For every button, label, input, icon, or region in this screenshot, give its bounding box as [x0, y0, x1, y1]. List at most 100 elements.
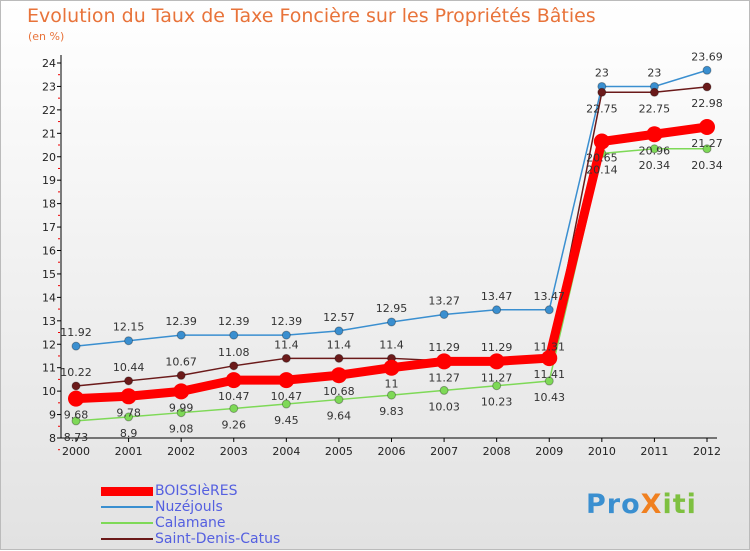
data-label: 21.27: [691, 137, 723, 150]
data-point: [281, 353, 291, 363]
data-label: 9.45: [274, 414, 299, 427]
y-tick-label: 10: [42, 385, 56, 398]
data-point: [492, 305, 502, 315]
data-label: 11.29: [428, 341, 460, 354]
x-tick-label: 2003: [220, 445, 248, 458]
y-tick-label: 12: [42, 338, 56, 351]
data-label: 20.34: [691, 159, 723, 172]
y-tick-label: 15: [42, 268, 56, 281]
data-point: [330, 367, 347, 384]
data-point: [387, 317, 396, 327]
data-point: [593, 133, 610, 150]
data-label: 11.29: [481, 341, 513, 354]
y-tick-label: 9: [49, 409, 56, 422]
legend-label: Saint-Denis-Catus: [155, 531, 281, 547]
data-point: [492, 381, 502, 391]
data-label: 12.39: [218, 315, 250, 328]
data-label: 11.27: [481, 371, 513, 384]
data-point: [597, 87, 607, 97]
data-label: 12.95: [376, 302, 408, 315]
x-tick-label: 2007: [430, 445, 458, 458]
data-label: 10.44: [113, 361, 145, 374]
data-point: [176, 408, 186, 418]
data-point: [649, 144, 659, 154]
data-label: 23.69: [691, 50, 723, 63]
y-tick-label: 13: [42, 315, 56, 328]
x-tick-label: 2000: [62, 445, 90, 458]
x-tick-label: 2002: [167, 445, 195, 458]
data-point: [702, 82, 712, 92]
data-label: 9.64: [327, 410, 352, 423]
y-tick-label: 8: [49, 432, 56, 445]
y-tick-label: 24: [42, 57, 56, 70]
data-label: 9.99: [169, 401, 194, 414]
data-label: 23: [595, 66, 609, 79]
data-label: 8.73: [64, 431, 89, 444]
data-point: [699, 118, 715, 135]
data-label: 9.26: [222, 418, 247, 431]
y-tick-label: 20: [42, 151, 56, 164]
data-point: [71, 341, 81, 351]
data-point: [387, 390, 396, 400]
y-tick-label: 19: [42, 174, 56, 187]
data-label: 11.4: [379, 338, 404, 351]
data-label: 10.23: [481, 396, 513, 409]
data-label: 10.47: [271, 390, 303, 403]
y-tick-label: 21: [42, 127, 56, 140]
data-point: [544, 305, 554, 315]
data-point: [541, 350, 558, 367]
legend-item: Saint-Denis-Catus: [101, 531, 280, 547]
data-point: [649, 87, 659, 97]
data-label: 11.27: [428, 371, 460, 384]
legend-item: Nuzéjouls: [101, 499, 280, 515]
x-tick-label: 2009: [535, 445, 563, 458]
data-point: [176, 330, 186, 340]
data-label: 10.68: [323, 385, 355, 398]
data-point: [439, 385, 449, 395]
data-label: 11: [385, 378, 399, 391]
data-label: 9.78: [116, 406, 141, 419]
data-label: 13.47: [534, 290, 566, 303]
data-point: [702, 65, 712, 75]
legend-swatch: [101, 538, 153, 540]
legend-swatch: [101, 522, 153, 524]
y-tick-label: 14: [42, 291, 56, 304]
y-tick-label: 17: [42, 221, 56, 234]
legend-label: Calamane: [155, 515, 226, 531]
data-label: 10.47: [218, 390, 250, 403]
x-tick-label: 2008: [483, 445, 511, 458]
legend-label: Nuzéjouls: [155, 499, 223, 515]
x-tick-label: 2012: [693, 445, 721, 458]
data-label: 11.31: [534, 340, 566, 353]
data-label: 13.47: [481, 290, 513, 303]
y-tick-label: 23: [42, 80, 56, 93]
legend-swatch: [101, 486, 153, 496]
data-label: 11.4: [327, 338, 352, 351]
data-point: [229, 361, 239, 371]
data-label: 23: [647, 66, 661, 79]
y-tick-label: 16: [42, 245, 56, 258]
data-label: 22.75: [586, 102, 618, 115]
data-label: 20.14: [586, 163, 618, 176]
data-point: [278, 372, 295, 389]
x-tick-label: 2010: [588, 445, 616, 458]
data-point: [225, 372, 242, 389]
data-label: 12.57: [323, 311, 355, 324]
data-label: 20.34: [639, 159, 671, 172]
data-point: [124, 376, 134, 386]
data-point: [334, 395, 344, 405]
data-label: 10.43: [534, 391, 566, 404]
data-label: 11.92: [60, 326, 92, 339]
x-tick-label: 2011: [640, 445, 668, 458]
data-point: [229, 403, 239, 413]
data-point: [488, 353, 505, 370]
data-label: 11.41: [534, 368, 566, 381]
data-label: 9.68: [64, 409, 89, 422]
y-tick-label: 11: [42, 362, 56, 375]
legend-item: Calamane: [101, 515, 280, 531]
data-point: [71, 381, 81, 391]
data-label: 13.27: [428, 294, 460, 307]
x-tick-label: 2006: [378, 445, 406, 458]
data-point: [120, 388, 137, 405]
